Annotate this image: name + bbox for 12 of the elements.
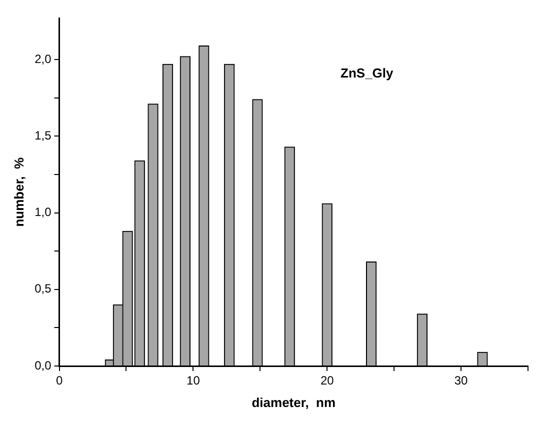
y-tick-label: 0,5 (34, 282, 52, 296)
x-tick-label: 10 (186, 374, 200, 388)
annotation: ZnS_Gly (340, 65, 394, 80)
y-tick-label: 1,0 (34, 205, 52, 220)
x-tick-label: 0 (56, 374, 63, 388)
y-tick-label: 1,5 (34, 128, 52, 142)
x-tick-label: 20 (320, 374, 334, 388)
x-axis-title: diameter, nm (252, 394, 336, 410)
x-tick-label: 30 (454, 374, 468, 388)
y-tick-label: 0,0 (34, 358, 52, 372)
y-axis-title: number, % (11, 156, 26, 227)
y-tick-label: 2,0 (34, 52, 52, 66)
